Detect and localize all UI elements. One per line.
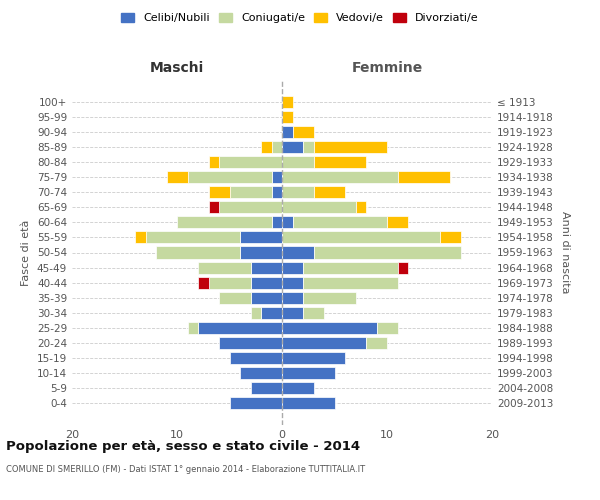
Bar [282, 216, 293, 228]
Bar [198, 276, 209, 288]
Bar [240, 367, 282, 379]
Bar [261, 141, 271, 153]
Bar [271, 141, 282, 153]
Bar [177, 216, 271, 228]
Bar [314, 156, 366, 168]
Bar [187, 171, 271, 183]
Bar [251, 276, 282, 288]
Bar [209, 201, 219, 213]
Bar [282, 322, 377, 334]
Bar [271, 171, 282, 183]
Bar [229, 186, 271, 198]
Bar [219, 156, 282, 168]
Bar [282, 292, 303, 304]
Bar [398, 262, 408, 274]
Bar [219, 337, 282, 349]
Bar [282, 352, 345, 364]
Bar [282, 111, 293, 123]
Bar [251, 382, 282, 394]
Bar [251, 292, 282, 304]
Bar [229, 352, 282, 364]
Bar [187, 322, 198, 334]
Bar [439, 232, 461, 243]
Bar [366, 337, 387, 349]
Bar [282, 201, 355, 213]
Bar [282, 126, 293, 138]
Bar [271, 186, 282, 198]
Bar [219, 292, 251, 304]
Text: Femmine: Femmine [352, 60, 422, 74]
Bar [398, 171, 450, 183]
Bar [314, 186, 345, 198]
Bar [293, 216, 387, 228]
Bar [314, 246, 461, 258]
Bar [293, 126, 314, 138]
Bar [282, 246, 314, 258]
Bar [282, 307, 303, 319]
Bar [146, 232, 240, 243]
Y-axis label: Anni di nascita: Anni di nascita [560, 211, 570, 294]
Y-axis label: Fasce di età: Fasce di età [22, 220, 31, 286]
Bar [282, 171, 398, 183]
Bar [209, 276, 251, 288]
Bar [282, 141, 303, 153]
Bar [387, 216, 408, 228]
Bar [282, 382, 314, 394]
Bar [251, 307, 261, 319]
Bar [261, 307, 282, 319]
Bar [377, 322, 398, 334]
Bar [282, 186, 314, 198]
Bar [282, 96, 293, 108]
Bar [303, 262, 398, 274]
Bar [209, 156, 219, 168]
Bar [167, 171, 187, 183]
Bar [219, 201, 282, 213]
Bar [251, 262, 282, 274]
Bar [282, 367, 335, 379]
Bar [198, 322, 282, 334]
Bar [282, 262, 303, 274]
Bar [156, 246, 240, 258]
Bar [303, 141, 314, 153]
Bar [355, 201, 366, 213]
Bar [271, 216, 282, 228]
Bar [135, 232, 146, 243]
Text: COMUNE DI SMERILLO (FM) - Dati ISTAT 1° gennaio 2014 - Elaborazione TUTTITALIA.I: COMUNE DI SMERILLO (FM) - Dati ISTAT 1° … [6, 465, 365, 474]
Bar [282, 232, 439, 243]
Bar [303, 276, 398, 288]
Bar [303, 307, 324, 319]
Bar [282, 276, 303, 288]
Bar [314, 141, 387, 153]
Bar [282, 156, 314, 168]
Bar [240, 246, 282, 258]
Bar [198, 262, 251, 274]
Bar [303, 292, 355, 304]
Bar [240, 232, 282, 243]
Text: Maschi: Maschi [150, 60, 204, 74]
Bar [282, 337, 366, 349]
Text: Popolazione per età, sesso e stato civile - 2014: Popolazione per età, sesso e stato civil… [6, 440, 360, 453]
Bar [229, 398, 282, 409]
Legend: Celibi/Nubili, Coniugati/e, Vedovi/e, Divorziati/e: Celibi/Nubili, Coniugati/e, Vedovi/e, Di… [117, 8, 483, 28]
Bar [282, 398, 335, 409]
Bar [209, 186, 229, 198]
